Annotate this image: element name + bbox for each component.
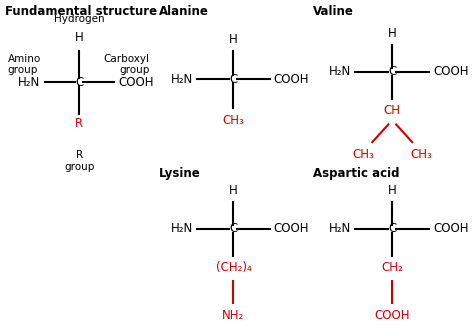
Text: Alanine: Alanine: [159, 5, 209, 18]
Text: Aspartic acid: Aspartic acid: [313, 167, 399, 180]
Text: CH₂: CH₂: [382, 261, 403, 274]
Text: Hydrogen: Hydrogen: [54, 14, 105, 24]
Text: H: H: [388, 184, 397, 197]
Text: C: C: [388, 222, 396, 235]
Text: Carboxyl
group: Carboxyl group: [104, 54, 150, 75]
Text: Valine: Valine: [313, 5, 354, 18]
Text: CH₃: CH₃: [410, 148, 432, 161]
Text: R: R: [75, 117, 83, 130]
Text: COOH: COOH: [274, 73, 309, 86]
Text: CH: CH: [384, 104, 401, 117]
Text: H₂N: H₂N: [171, 73, 193, 86]
Text: H: H: [388, 27, 397, 40]
Text: COOH: COOH: [118, 76, 154, 89]
Text: C: C: [229, 73, 237, 86]
Text: Lysine: Lysine: [159, 167, 201, 180]
Text: H₂N: H₂N: [328, 222, 351, 235]
Text: H: H: [75, 31, 84, 44]
Text: H₂N: H₂N: [328, 66, 351, 78]
Text: CH₃: CH₃: [353, 148, 374, 161]
Text: R
group: R group: [64, 150, 95, 172]
Text: C: C: [388, 66, 396, 78]
Text: COOH: COOH: [374, 309, 410, 323]
Text: NH₂: NH₂: [222, 309, 245, 323]
Text: H: H: [229, 33, 238, 46]
Text: H₂N: H₂N: [171, 222, 193, 235]
Text: Fundamental structure: Fundamental structure: [5, 5, 157, 18]
Text: (CH₂)₄: (CH₂)₄: [216, 261, 251, 274]
Text: COOH: COOH: [434, 222, 469, 235]
Text: Amino
group: Amino group: [8, 54, 41, 75]
Text: C: C: [75, 76, 83, 89]
Text: C: C: [229, 222, 237, 235]
Text: COOH: COOH: [434, 66, 469, 78]
Text: H₂N: H₂N: [18, 76, 41, 89]
Text: CH₃: CH₃: [223, 114, 244, 127]
Text: H: H: [229, 184, 238, 197]
Text: COOH: COOH: [274, 222, 309, 235]
